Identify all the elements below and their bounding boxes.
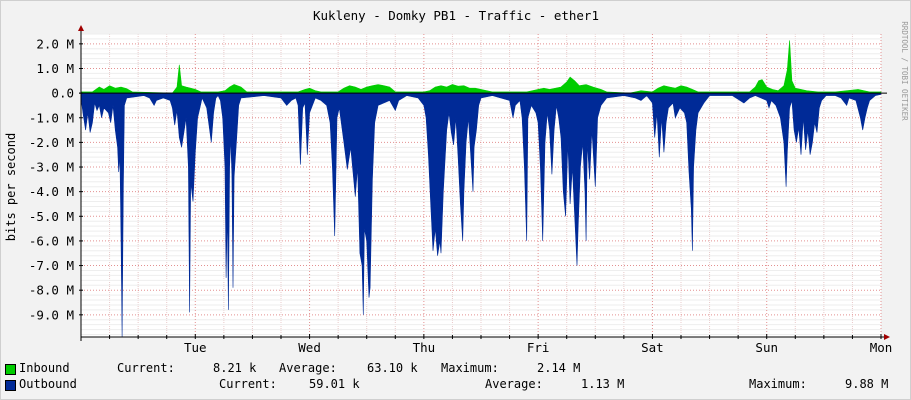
y-tick-label: 1.0 M — [36, 61, 74, 76]
x-tick-label: Sat — [641, 340, 664, 355]
legend-inbound-maximum-label: Maximum: — [441, 361, 499, 375]
y-tick-label: 0.0 — [51, 86, 74, 101]
axes — [78, 25, 890, 341]
legend-inbound-current-label: Current: — [117, 361, 175, 375]
legend-outbound-maximum: 9.88 M — [845, 377, 889, 391]
legend-outbound-current: 59.01 k — [309, 377, 360, 391]
y-tick-label: -8.0 M — [29, 283, 74, 298]
series-area-outbound — [80, 92, 882, 337]
traffic-chart: Kukleny - Domky PB1 - Traffic - ether1 b… — [1, 1, 910, 361]
y-axis-arrow — [78, 25, 84, 31]
x-tick-labels: Tue Wed Thu Fri Sat Sun Mon — [184, 340, 892, 355]
y-tick-label: -4.0 M — [29, 184, 74, 199]
x-tick-label: Wed — [298, 340, 321, 355]
x-tick-label: Fri — [527, 340, 550, 355]
legend-outbound-average-label: Average: — [485, 377, 543, 391]
y-tick-label: -6.0 M — [29, 233, 74, 248]
legend-outbound-current-label: Current: — [219, 377, 277, 391]
y-tick-label: -3.0 M — [29, 160, 74, 175]
legend-inbound-average: 63.10 k — [367, 361, 418, 375]
legend-inbound-name: Inbound — [19, 361, 70, 375]
legend-outbound-maximum-label: Maximum: — [749, 377, 807, 391]
y-tick-label: -9.0 M — [29, 307, 74, 322]
y-tick-label: -1.0 M — [29, 110, 74, 125]
legend-outbound-average: 1.13 M — [581, 377, 625, 391]
plot-area — [81, 34, 881, 337]
y-tick-label: -5.0 M — [29, 209, 74, 224]
rrdtool-watermark: RRDTOOL / TOBI OETIKER — [900, 21, 909, 121]
outbound-swatch — [5, 380, 16, 391]
series-areas — [80, 40, 882, 337]
series-area-inbound — [80, 40, 882, 94]
y-tick-label: -7.0 M — [29, 258, 74, 273]
y-axis-label: bits per second — [4, 133, 18, 241]
legend-outbound-name: Outbound — [19, 377, 77, 391]
legend-inbound-average-label: Average: — [279, 361, 337, 375]
chart-title: Kukleny - Domky PB1 - Traffic - ether1 — [313, 8, 599, 23]
x-tick-label: Mon — [870, 340, 893, 355]
legend-inbound-current: 8.21 k — [213, 361, 257, 375]
legend-inbound-maximum: 2.14 M — [537, 361, 581, 375]
legend: Inbound Current: 8.21 k Average: 63.10 k… — [1, 361, 910, 399]
x-tick-label: Tue — [184, 340, 207, 355]
y-tick-label: 2.0 M — [36, 36, 74, 51]
x-axis-arrow — [884, 334, 890, 340]
y-tick-labels: 2.0 M 1.0 M 0.0 -1.0 M -2.0 M -3.0 M -4.0 M -5.… — [29, 36, 74, 322]
x-tick-label: Thu — [413, 340, 436, 355]
y-tick-label: -2.0 M — [29, 135, 74, 150]
inbound-swatch — [5, 364, 16, 375]
x-tick-label: Sun — [755, 340, 778, 355]
